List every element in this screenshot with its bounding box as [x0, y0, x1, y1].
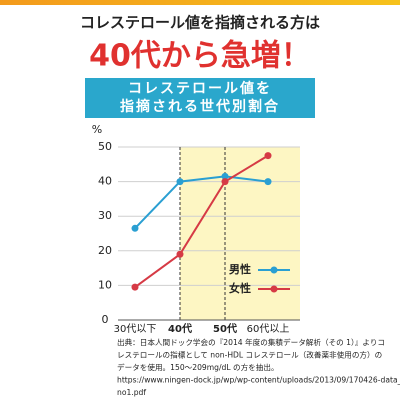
y-tick-label: 10	[98, 278, 112, 291]
legend-label: 女性	[229, 281, 251, 295]
headline: 40代から急増！	[89, 39, 311, 74]
point	[131, 283, 139, 291]
y-tick-label: 20	[98, 244, 112, 257]
footnote: 出典：日本人間ドック学会の『2014 年度の集積データ解析（その 1）』よりコ	[117, 337, 385, 347]
series-line	[134, 154, 269, 288]
x-tick-label: 30代以下	[114, 323, 157, 335]
point	[131, 224, 139, 232]
y-tick-label: 50	[98, 140, 112, 153]
y-tick-label: 30	[98, 209, 112, 222]
legend-label: 男性	[229, 262, 251, 276]
title: コレステロール値を指摘される方は	[80, 14, 320, 32]
footnote: レステロールの指標として non-HDL コレステロール（改善薬非使用の方）の	[117, 350, 382, 360]
point	[264, 178, 272, 186]
legend-marker	[270, 266, 278, 274]
y-tick-label: 0	[102, 313, 109, 326]
x-tick-label: 50代	[213, 322, 237, 335]
point	[264, 152, 272, 160]
series-line	[134, 175, 269, 230]
chart-title: 指摘される世代別割合	[120, 98, 280, 115]
x-tick-label: 40代	[168, 322, 192, 335]
y-tick-label: 40	[98, 175, 112, 188]
footnote: https://www.ningen-dock.jp/wp/wp-content…	[117, 376, 400, 385]
point	[221, 178, 229, 186]
footnote: no1.pdf	[117, 388, 146, 397]
point	[221, 172, 229, 180]
footnote: データを使用。150～209mg/dL の方を抽出。	[117, 362, 279, 372]
top-strip	[0, 0, 400, 5]
chart-title-box	[85, 78, 315, 118]
legend-marker	[270, 285, 278, 293]
highlight-band	[180, 147, 300, 320]
point	[176, 178, 184, 186]
y-axis-label: %	[92, 123, 102, 136]
chart-title: コレステロール値を	[128, 80, 272, 97]
point	[176, 250, 184, 258]
x-tick-label: 60代以上	[247, 323, 290, 335]
